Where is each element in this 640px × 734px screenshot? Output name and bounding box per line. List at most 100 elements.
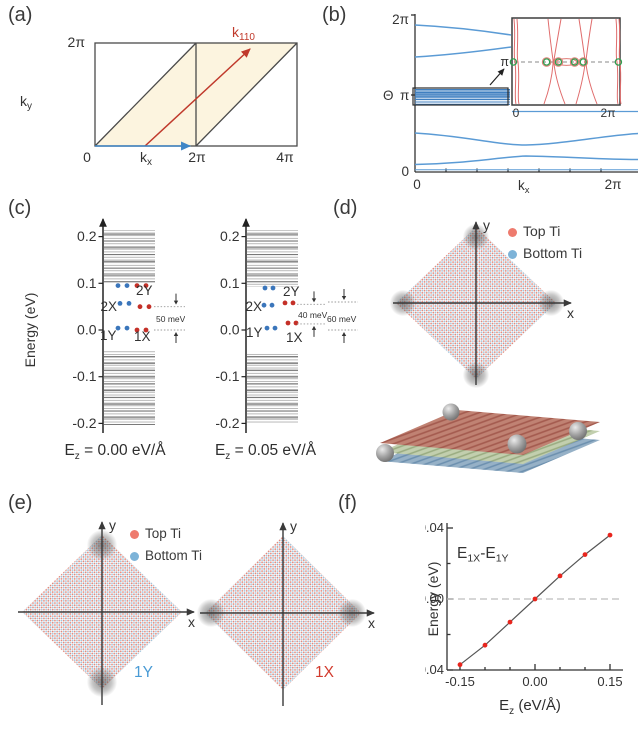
c-caption-Ez0: Ez = 0.00 eV/Å bbox=[64, 442, 166, 463]
d-legend-top-label: Top Ti bbox=[523, 223, 561, 239]
a-tick-2pi-bottom: 2π bbox=[188, 149, 206, 165]
level-dot-red bbox=[146, 304, 152, 310]
f-data-point bbox=[582, 552, 588, 557]
c-ytick: 0.2 bbox=[220, 228, 240, 244]
bottom-ti-dot-icon bbox=[508, 250, 517, 259]
gap-size-label: 50 meV bbox=[156, 314, 185, 324]
level-dot-blue bbox=[117, 301, 123, 306]
f-data-series bbox=[457, 532, 613, 668]
f-ytick: -0.04 bbox=[425, 662, 444, 677]
gap-size-label: 60 meV bbox=[327, 314, 357, 324]
e-1x-y-label: y bbox=[290, 518, 297, 534]
level-dot-blue bbox=[115, 325, 121, 331]
e-legend-bottom-ti: Bottom Ti bbox=[130, 545, 202, 567]
c-left-states: 2X 2Y 1Y 1X 50 meV bbox=[100, 283, 185, 344]
level-dot-blue bbox=[262, 285, 268, 291]
b-band-curves bbox=[414, 24, 639, 171]
inset-crossing-marker bbox=[509, 58, 518, 66]
c-ytick: -0.2 bbox=[215, 415, 239, 431]
inset-crossing-marker bbox=[554, 58, 563, 66]
a-kx-label: kx bbox=[140, 149, 152, 168]
state-label: 1X bbox=[134, 329, 151, 344]
level-dot-blue bbox=[264, 325, 270, 331]
b-xtick-2pi: 2π bbox=[605, 177, 622, 192]
gap-size-label: 40 meV bbox=[298, 310, 328, 320]
b-theta-axis-title: Θ bbox=[383, 88, 394, 103]
d-slab-3d-view bbox=[376, 403, 600, 473]
level-dot-red bbox=[143, 283, 149, 288]
d-x-axis-label: x bbox=[567, 305, 574, 321]
level-dot-blue bbox=[126, 301, 132, 306]
panel-b-label: (b) bbox=[322, 4, 347, 26]
c-ytick: 0.1 bbox=[220, 275, 240, 291]
slab-top-layer bbox=[380, 410, 600, 455]
state-label: 2X bbox=[245, 299, 262, 314]
level-dot-red bbox=[293, 320, 299, 326]
b-pi-band-bundle bbox=[415, 89, 510, 105]
level-dot-blue bbox=[115, 283, 121, 288]
c-right-continuum bbox=[247, 230, 298, 424]
c-ytick: 0.1 bbox=[77, 275, 97, 291]
b-kx-label: kx bbox=[518, 178, 530, 196]
a-tick-0: 0 bbox=[83, 149, 91, 165]
c-ytick: 0.0 bbox=[77, 322, 97, 338]
panel-b-wilson-loop-plot: 2π Θ π 0 0 kx 2π π 0 2π bbox=[383, 12, 639, 196]
level-dot-red bbox=[134, 327, 140, 333]
b-ytick-0: 0 bbox=[401, 164, 409, 179]
gap-arrowhead bbox=[341, 332, 347, 336]
panel-c-label: (c) bbox=[8, 197, 32, 219]
f-xtick: -0.15 bbox=[445, 674, 475, 689]
f-data-point bbox=[557, 573, 563, 579]
f-xtick: 0.15 bbox=[597, 674, 622, 689]
state-label: 1Y bbox=[100, 328, 117, 343]
d-legend-top-ti: Top Ti bbox=[508, 220, 582, 242]
f-data-point bbox=[532, 596, 538, 602]
f-xtick: 0.00 bbox=[522, 674, 547, 689]
b-zoom-annotation-arrow bbox=[489, 68, 505, 86]
a-tick-2pi-top: 2π bbox=[68, 34, 86, 50]
e-1y-x-label: x bbox=[188, 614, 195, 630]
c-right-axis bbox=[241, 218, 250, 433]
level-dot-red bbox=[285, 320, 291, 326]
bz-outline bbox=[94, 42, 298, 147]
c-ytick: -0.1 bbox=[215, 368, 239, 384]
e-1y-axes: y x bbox=[18, 517, 195, 705]
panel-a-label: (a) bbox=[8, 4, 33, 26]
c-ytick: -0.2 bbox=[72, 415, 96, 431]
d-axes: y x bbox=[393, 217, 574, 385]
f-data-point bbox=[507, 619, 513, 625]
c-ytick: 0.0 bbox=[220, 322, 240, 338]
state-label: 1X bbox=[286, 330, 303, 345]
b-inset-xtick-0: 0 bbox=[513, 106, 520, 120]
level-dot-blue bbox=[272, 325, 278, 331]
panel-a-bz-diagram: 2π ky 0 kx 2π 4π k110 bbox=[20, 24, 298, 168]
k110-arrow bbox=[144, 48, 251, 147]
e-legend-top-label: Top Ti bbox=[145, 526, 182, 541]
b-inset-pi-label: π bbox=[500, 55, 509, 69]
level-dot-blue bbox=[270, 285, 276, 291]
e-legend-bottom-label: Bottom Ti bbox=[145, 548, 203, 563]
top-ti-dot-icon bbox=[130, 530, 139, 539]
level-dot-blue bbox=[269, 302, 275, 308]
level-dot-blue bbox=[261, 302, 267, 308]
f-data-point bbox=[607, 532, 613, 538]
level-dot-red bbox=[134, 283, 140, 288]
top-ti-dot-icon bbox=[508, 228, 517, 237]
f-ytick: 0.04 bbox=[425, 520, 444, 535]
f-ylabel: Energy (eV) bbox=[425, 562, 441, 637]
inset-crossing-marker bbox=[579, 58, 588, 66]
e-1y-y-label: y bbox=[109, 517, 116, 533]
a-k110-label: k110 bbox=[232, 24, 255, 43]
state-label: 2Y bbox=[136, 283, 153, 298]
inset-crossing-marker bbox=[570, 58, 579, 66]
c-left-continuum bbox=[104, 230, 155, 425]
b-inset-crossing-markers bbox=[509, 58, 623, 66]
e-legend-top-ti: Top Ti bbox=[130, 523, 202, 545]
slab-layers bbox=[380, 410, 600, 473]
d-legend: Top Ti Bottom Ti bbox=[508, 220, 582, 264]
f-xlabel: Ez (eV/Å) bbox=[499, 697, 561, 717]
level-dot-red bbox=[143, 327, 149, 333]
c-ytick: 0.2 bbox=[77, 228, 97, 244]
b-xtick-0: 0 bbox=[413, 177, 421, 192]
